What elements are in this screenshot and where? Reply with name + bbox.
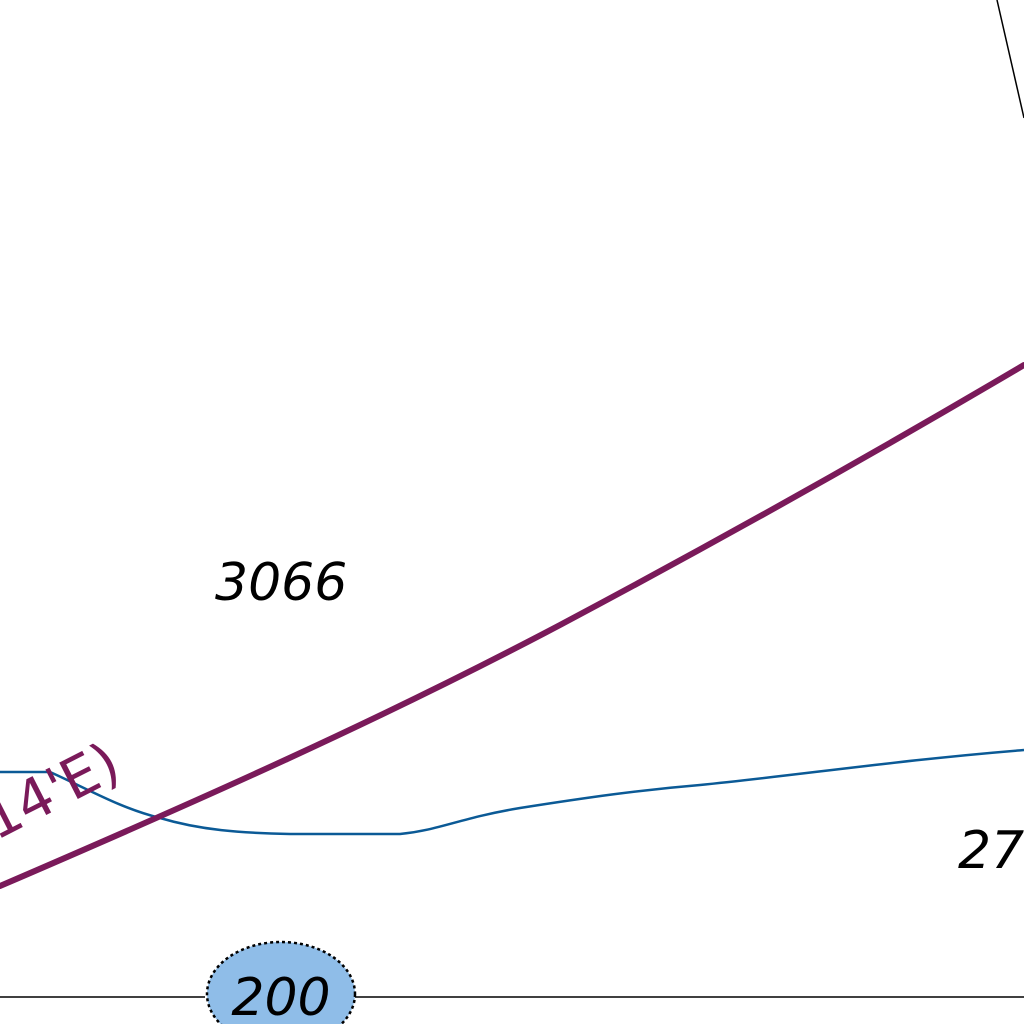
sounding-label-27: 27 [958,821,1024,881]
depth-badge: 200 [205,940,357,1024]
sounding-label-3066: 3066 [215,553,347,613]
depth-badge-label: 200 [231,968,330,1024]
isogonic-label: W (14'E) [0,730,130,896]
boundary-line-top-right [996,0,1024,119]
isogonic-line [0,362,1024,889]
depth-badge-ellipse [205,940,357,1024]
